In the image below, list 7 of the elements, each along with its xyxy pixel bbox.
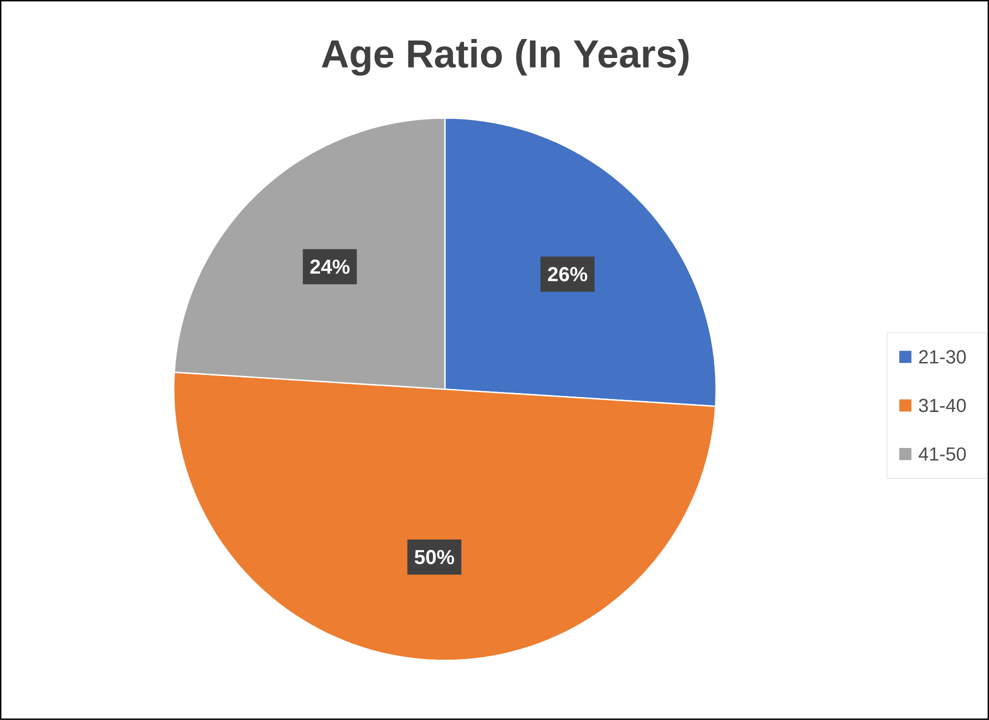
data-label: 26% (548, 267, 588, 282)
chart-title: Age Ratio (In Years) (322, 39, 689, 76)
data-label: 50% (414, 550, 454, 564)
legend-label: 21-30 (919, 350, 966, 364)
legend-label: 31-40 (918, 398, 966, 412)
data-label: 24% (310, 260, 350, 274)
legend-label: 41-50 (918, 447, 966, 461)
